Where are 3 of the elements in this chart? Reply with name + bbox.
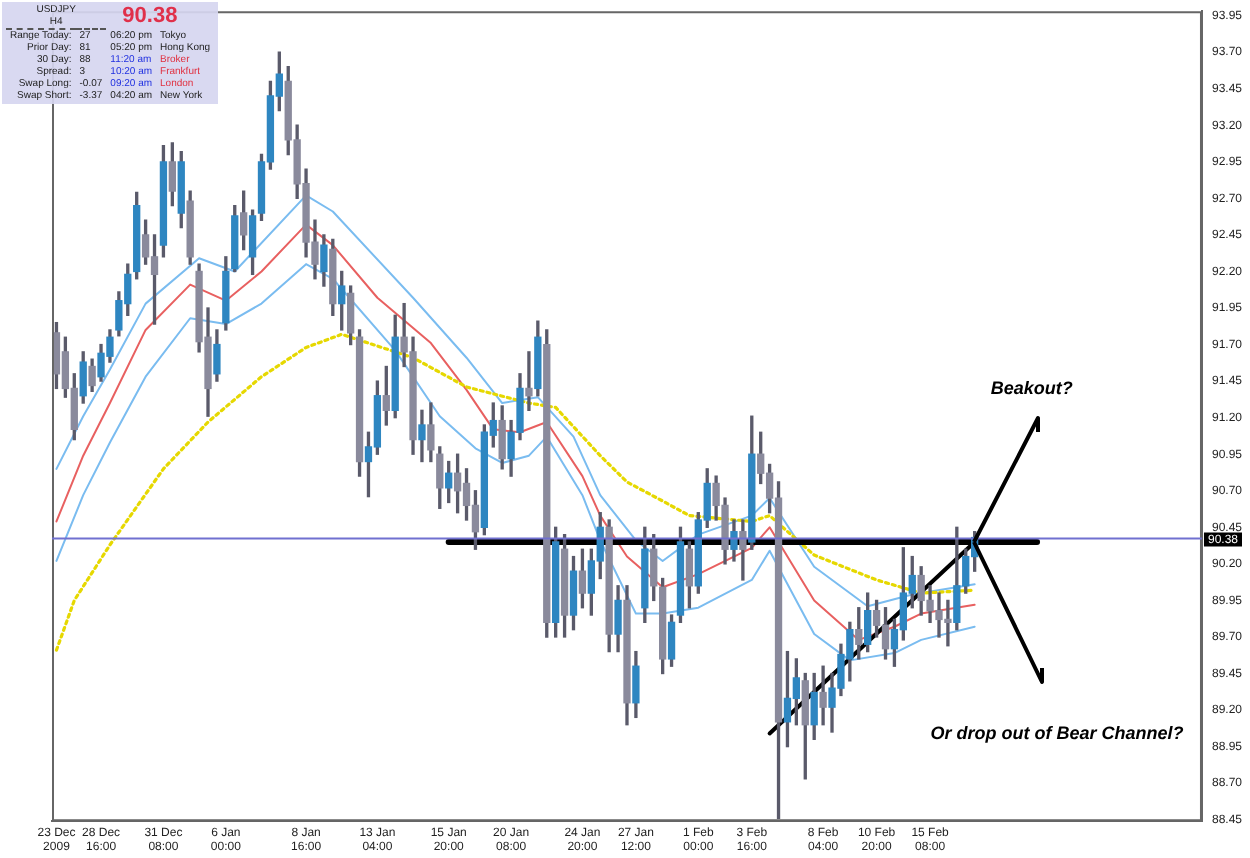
annotation: Or drop out of Bear Channel? <box>930 722 1185 743</box>
annotation: 90.38 <box>120 4 180 29</box>
annotation: Beakout? <box>990 377 1074 398</box>
